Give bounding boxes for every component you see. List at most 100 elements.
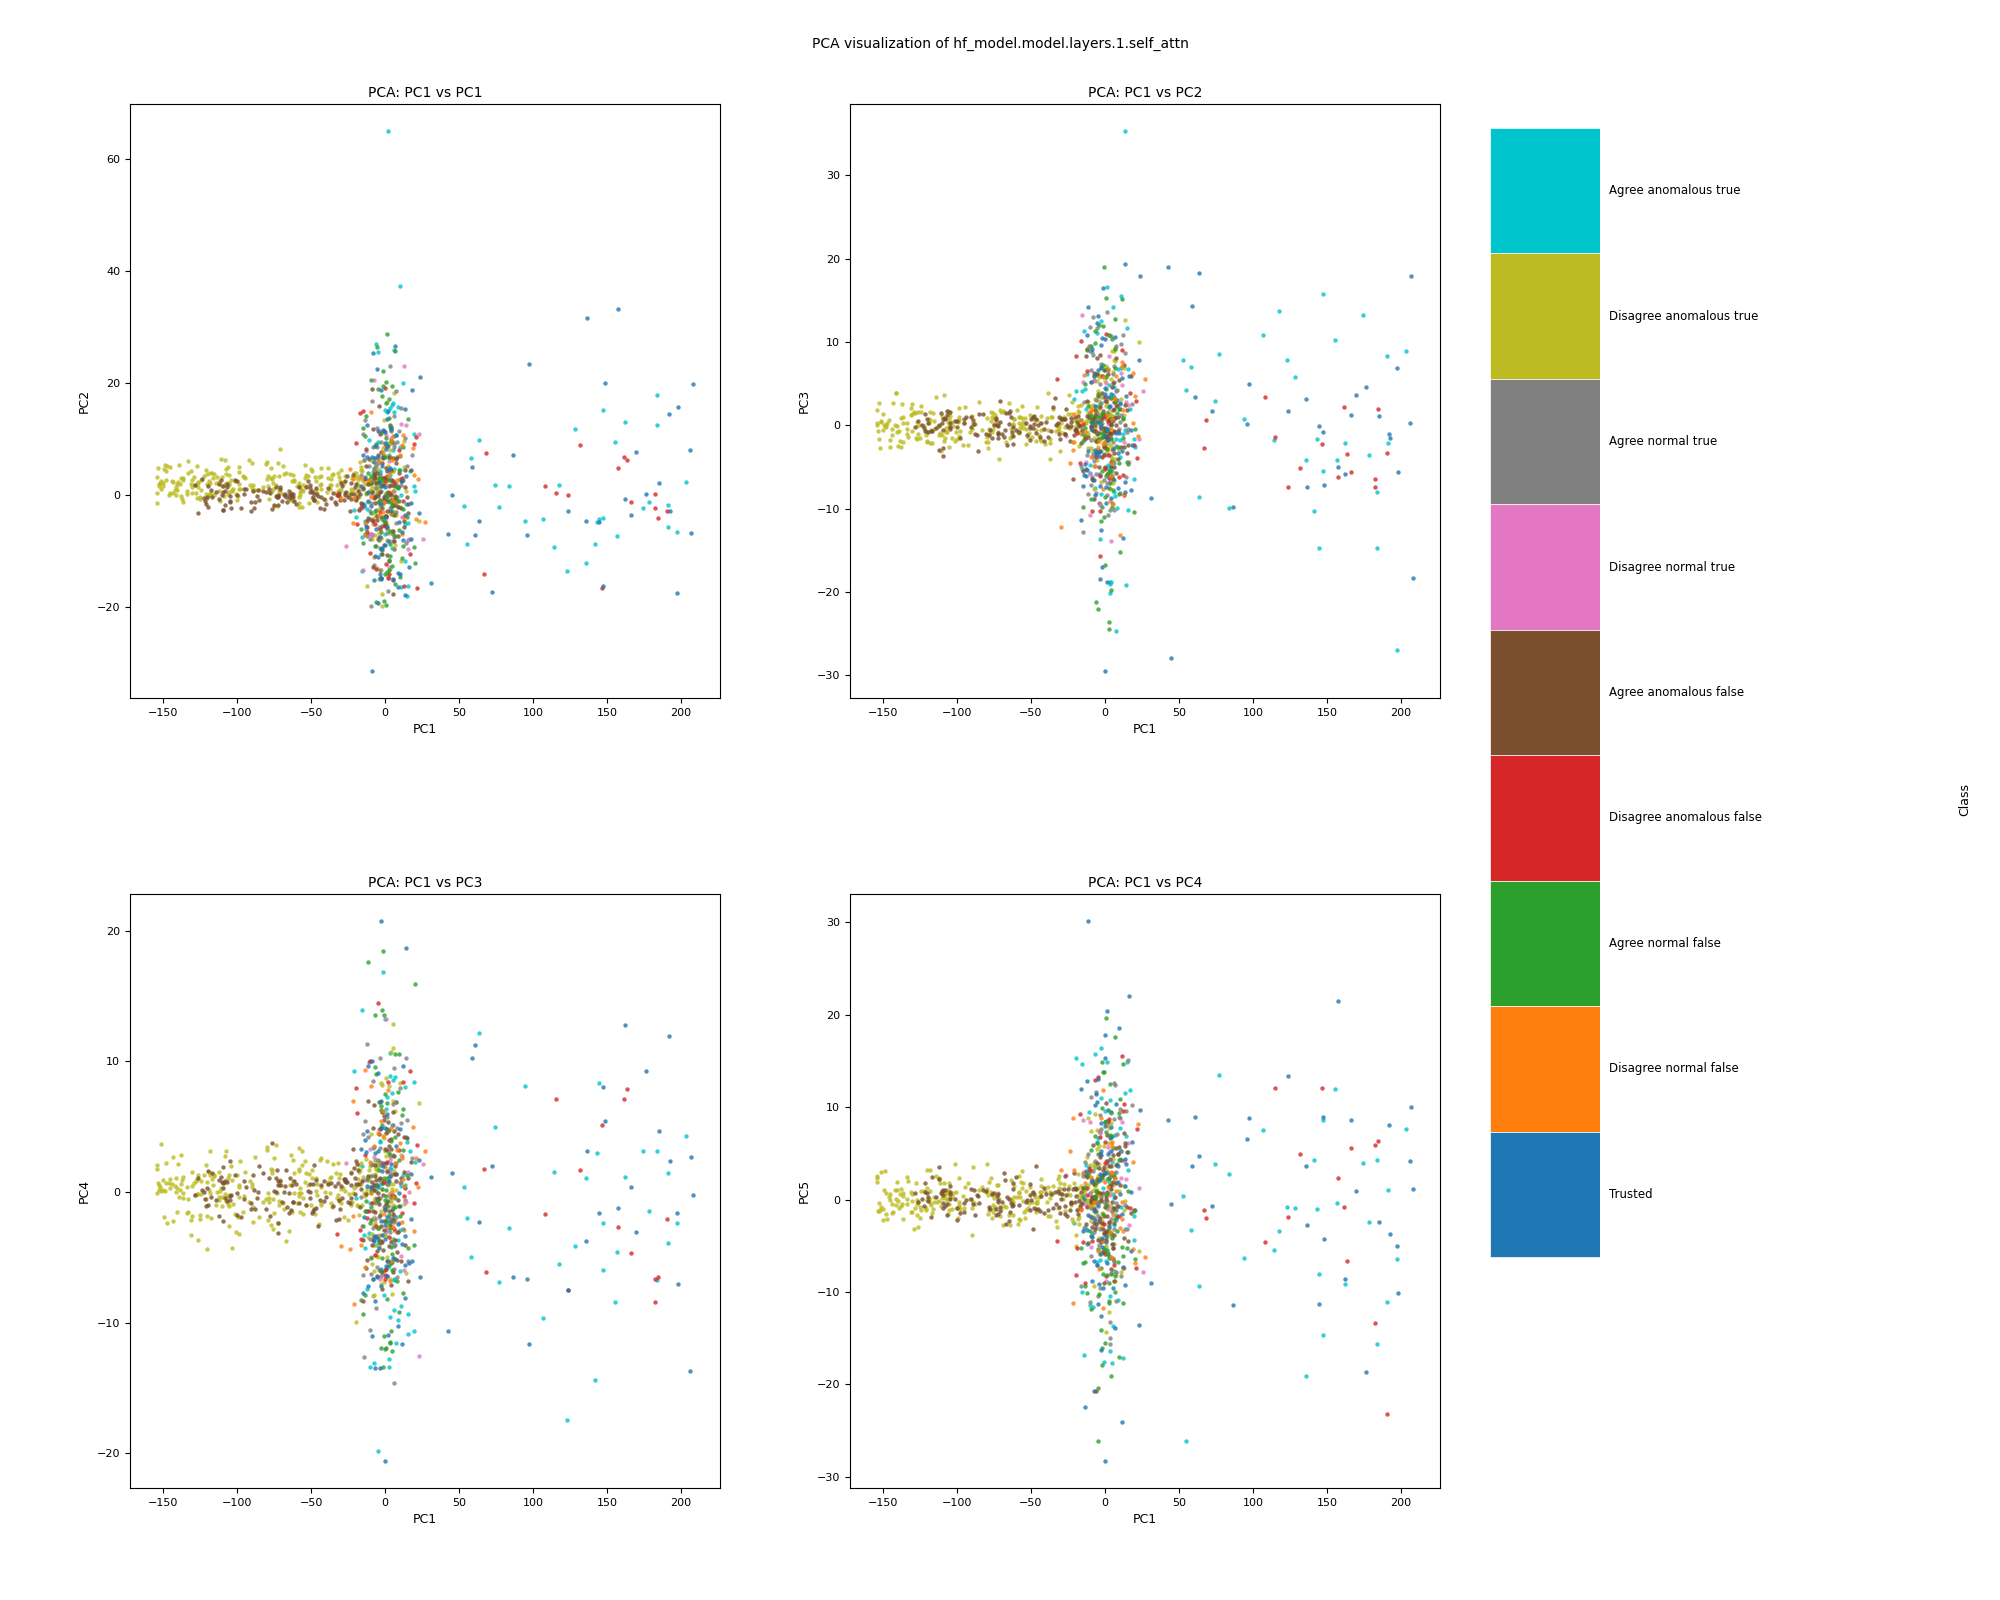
Point [980, 1194, 1012, 1219]
Point [1258, 1237, 1290, 1262]
Point [924, 421, 956, 446]
Point [330, 1150, 362, 1176]
Point [392, 1248, 424, 1274]
Point [1100, 1259, 1132, 1285]
Point [982, 426, 1014, 451]
Point [1100, 1152, 1132, 1178]
Point [360, 1173, 392, 1198]
Point [1062, 1176, 1094, 1202]
Point [558, 1234, 590, 1259]
Point [552, 482, 584, 507]
Point [392, 491, 424, 517]
Point [1082, 394, 1114, 419]
Point [356, 1232, 388, 1258]
Point [1088, 467, 1120, 493]
Point [372, 467, 404, 493]
Point [380, 1064, 412, 1090]
Point [344, 1158, 376, 1184]
Point [514, 1331, 546, 1357]
Point [984, 1186, 1016, 1211]
Point [1088, 352, 1120, 378]
Point [1084, 1226, 1116, 1251]
Point [368, 1194, 400, 1219]
Point [342, 467, 374, 493]
Point [1002, 1206, 1034, 1232]
Point [1098, 1216, 1130, 1242]
Point [1060, 1262, 1092, 1288]
Point [1218, 1291, 1250, 1317]
Point [1082, 1152, 1114, 1178]
Point [242, 486, 274, 512]
Point [222, 1205, 254, 1230]
Point [322, 1170, 354, 1195]
Point [1068, 462, 1100, 488]
Point [364, 470, 396, 496]
Point [370, 1266, 402, 1291]
Point [1100, 387, 1132, 413]
Point [1090, 1150, 1122, 1176]
Point [300, 482, 332, 507]
Point [1078, 1210, 1110, 1235]
Point [572, 1138, 604, 1163]
Point [642, 382, 674, 408]
Point [256, 478, 288, 504]
Point [364, 534, 396, 560]
Point [328, 480, 360, 506]
Point [284, 1190, 316, 1216]
Point [1078, 342, 1110, 368]
Point [368, 1115, 400, 1141]
Point [1006, 405, 1038, 430]
Point [356, 480, 388, 506]
Point [268, 1179, 300, 1205]
Point [370, 1205, 402, 1230]
Point [1062, 1235, 1094, 1261]
Point [360, 1158, 392, 1184]
Point [358, 462, 390, 488]
Point [364, 1216, 396, 1242]
Point [1020, 1189, 1052, 1214]
Point [396, 1162, 428, 1187]
Point [1074, 1203, 1106, 1229]
Point [1084, 507, 1116, 533]
Point [396, 378, 428, 403]
Point [238, 490, 270, 515]
Point [376, 1282, 408, 1307]
Point [1020, 1200, 1052, 1226]
Point [1092, 1192, 1124, 1218]
Point [346, 398, 378, 424]
Point [880, 381, 912, 406]
Point [1318, 1077, 1350, 1102]
Point [306, 483, 338, 509]
Point [228, 464, 260, 490]
Point [1090, 368, 1122, 394]
Text: Agree normal false: Agree normal false [1608, 938, 1720, 950]
Point [934, 1179, 966, 1205]
Point [376, 1318, 408, 1344]
Point [994, 1168, 1026, 1194]
Point [252, 466, 284, 491]
Point [354, 498, 386, 523]
Point [870, 413, 902, 438]
Point [362, 469, 394, 494]
Point [362, 478, 394, 504]
Point [860, 397, 892, 422]
Point [382, 1299, 414, 1325]
Point [1078, 1194, 1110, 1219]
Point [1092, 1130, 1124, 1155]
Point [382, 474, 414, 499]
Point [326, 1186, 358, 1211]
Point [368, 406, 400, 432]
Point [374, 1234, 406, 1259]
Point [1308, 458, 1340, 483]
Point [1042, 1214, 1074, 1240]
Point [1094, 1288, 1126, 1314]
Point [1094, 1283, 1126, 1309]
Point [484, 494, 516, 520]
Point [994, 1202, 1026, 1227]
Point [1248, 384, 1280, 410]
Point [1082, 440, 1114, 466]
Point [1066, 1182, 1098, 1208]
Point [938, 408, 970, 434]
Point [1114, 363, 1146, 389]
Point [358, 509, 390, 534]
